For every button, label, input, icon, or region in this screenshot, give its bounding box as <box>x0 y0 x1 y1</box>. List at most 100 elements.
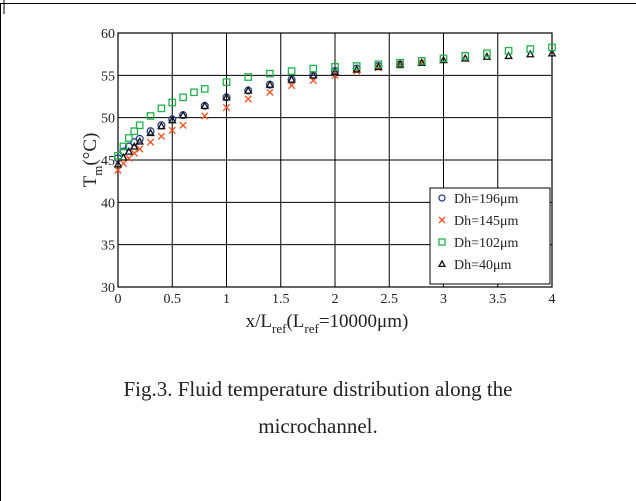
data-point <box>146 112 155 120</box>
legend: Dh=196μm Dh=145μm Dh=102μm Dh=40μm <box>429 187 551 285</box>
x-axis-label-part: ref <box>272 321 287 336</box>
y-tick-label: 60 <box>101 27 115 42</box>
y-tick-label: 35 <box>101 239 115 254</box>
x-tick-label: 3.5 <box>489 292 507 307</box>
legend-item: Dh=145μm <box>438 214 519 229</box>
data-point <box>287 67 296 75</box>
data-point <box>222 103 231 112</box>
data-point <box>222 92 231 101</box>
data-point <box>266 88 274 96</box>
x-tick-label: 0 <box>115 292 122 307</box>
y-tick-label: 40 <box>101 196 115 211</box>
data-point <box>146 128 155 137</box>
data-point <box>135 134 144 143</box>
x-tick-label: 2 <box>332 292 339 307</box>
x-stroke <box>438 216 446 224</box>
data-point <box>504 51 513 60</box>
data-point <box>222 78 231 86</box>
data-point <box>146 138 155 146</box>
legend-marker <box>437 259 447 268</box>
x-axis-label-part: =10000μm) <box>319 311 409 332</box>
data-point <box>243 86 253 94</box>
legend-label: Dh=102μm <box>454 236 519 251</box>
series-dh102m <box>114 43 556 160</box>
y-tick-label: 50 <box>101 112 115 127</box>
legend-label: Dh=145μm <box>454 214 519 229</box>
data-point <box>130 127 139 136</box>
figure-caption-line1: Fig.3. Fluid temperature distribution al… <box>123 377 513 401</box>
data-point <box>178 110 188 119</box>
data-point <box>129 141 139 150</box>
x-axis-label-part: (L <box>286 311 304 332</box>
x-tick-label: 3 <box>440 292 447 307</box>
data-point <box>135 136 145 145</box>
data-point <box>460 53 470 62</box>
data-point <box>146 127 155 136</box>
legend-item: Dh=196μm <box>438 192 519 207</box>
data-point <box>374 60 383 69</box>
data-point <box>244 95 252 103</box>
data-point <box>526 45 535 53</box>
data-point <box>330 67 340 76</box>
data-point <box>119 142 128 151</box>
data-point <box>439 55 448 64</box>
data-point <box>179 93 187 102</box>
data-point <box>331 63 339 71</box>
temperature-chart: 0 0.5 1 1.5 2 2.5 3 3.5 430354045505560x/Lref(Lr… <box>80 27 557 336</box>
data-point <box>168 98 177 107</box>
y-axis-label-part: m <box>90 166 105 176</box>
x-stroke <box>157 132 166 140</box>
y-axis-label: Tm(°C) <box>80 133 105 188</box>
data-point <box>157 104 166 113</box>
y-axis-label-part: (°C) <box>80 133 101 166</box>
data-point <box>547 48 557 57</box>
data-point <box>244 73 253 81</box>
series-dh40m <box>113 48 557 168</box>
legend-label: Dh=196μm <box>454 192 519 207</box>
data-point <box>395 59 405 68</box>
data-point <box>483 49 491 58</box>
x-stroke <box>287 81 296 90</box>
x-stroke <box>266 88 274 96</box>
data-point <box>200 101 210 110</box>
x-stroke <box>136 145 144 153</box>
data-point <box>200 85 209 93</box>
x-tick-label: 1 <box>223 292 230 307</box>
x-tick-label: 2.5 <box>381 292 399 307</box>
x-tick-label: 4 <box>549 292 556 307</box>
data-point <box>417 58 427 66</box>
data-point <box>135 121 144 130</box>
data-point <box>461 52 470 60</box>
data-point <box>114 166 122 174</box>
data-point <box>157 132 166 140</box>
y-tick-label: 45 <box>101 154 115 169</box>
legend-marker <box>438 194 446 202</box>
legend-marker <box>438 216 446 224</box>
data-point <box>439 54 448 63</box>
x-axis-label-part: ref <box>304 321 319 336</box>
data-point <box>157 121 166 130</box>
y-tick-label: 30 <box>101 281 115 296</box>
data-point <box>130 149 138 157</box>
data-point <box>525 49 535 58</box>
data-point <box>352 62 361 70</box>
data-point <box>124 146 134 155</box>
legend-label: Dh=40μm <box>454 258 512 273</box>
data-point <box>179 121 187 129</box>
y-axis-label-part: T <box>80 175 101 187</box>
legend-item: Dh=102μm <box>438 236 519 251</box>
data-point <box>374 62 383 71</box>
legend-box <box>429 187 551 285</box>
data-point <box>201 112 209 120</box>
x-stroke <box>222 103 231 112</box>
data-point <box>125 134 133 142</box>
x-stroke <box>179 121 187 129</box>
data-point <box>396 58 404 67</box>
legend-marker <box>438 238 446 246</box>
data-point <box>167 115 177 124</box>
data-point <box>287 75 296 83</box>
x-stroke <box>201 112 209 120</box>
data-point <box>113 159 123 168</box>
data-point <box>308 70 318 79</box>
